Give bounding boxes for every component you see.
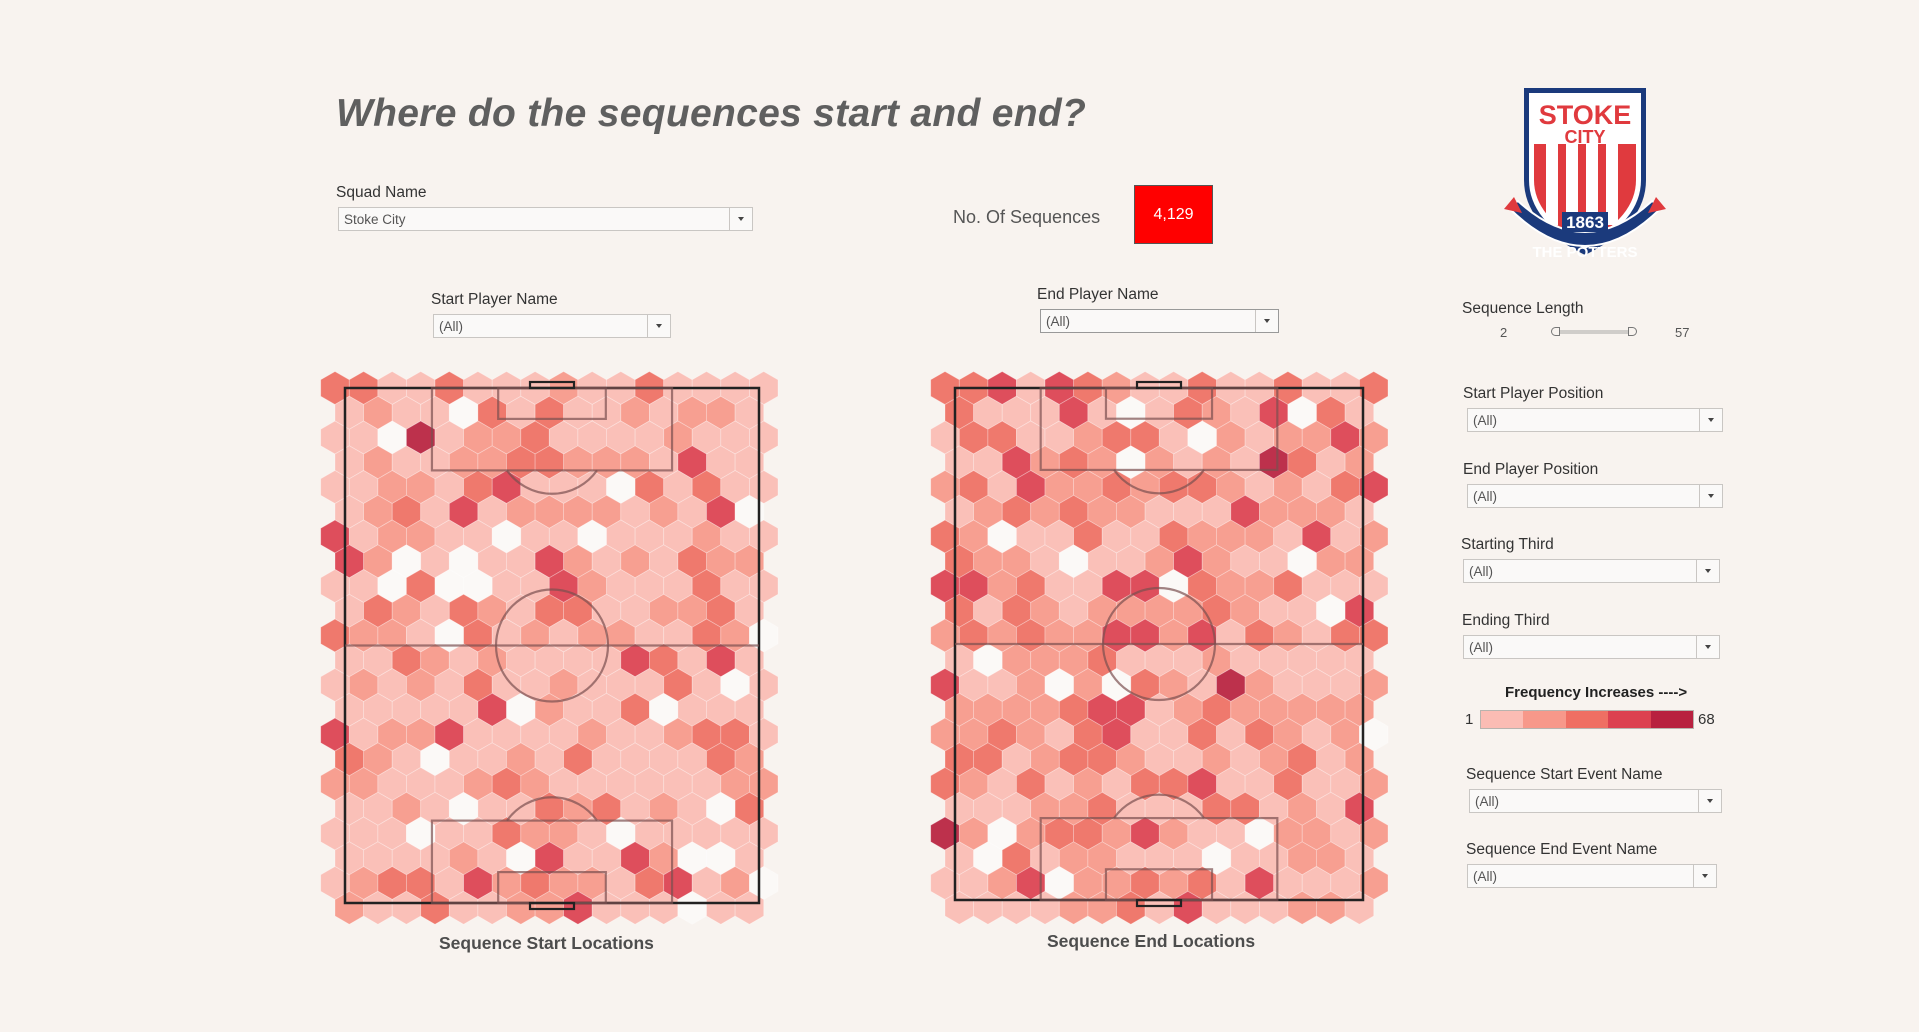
sequence-start-event-name-label: Sequence Start Event Name	[1466, 766, 1663, 783]
sequence-length-label: Sequence Length	[1462, 300, 1584, 317]
squad-name-dropdown[interactable]: Stoke City	[338, 207, 753, 231]
top-penalty-arc	[1113, 469, 1205, 495]
legend-title: Frequency Increases ---->	[1505, 684, 1688, 701]
hex-bin[interactable]	[1359, 371, 1389, 405]
legend-step-5	[1650, 711, 1694, 728]
hex-bins	[930, 371, 1389, 925]
end-player-position-label: End Player Position	[1463, 461, 1599, 478]
starting-third-value: (All)	[1469, 564, 1493, 579]
slider-max-handle[interactable]	[1628, 327, 1637, 336]
pitch-lines	[343, 380, 761, 911]
legend-step-4	[1608, 711, 1651, 728]
club-badge: STOKE CITY 1863 THE POTTERS	[1500, 85, 1670, 270]
start-player-name-label: Start Player Name	[431, 291, 558, 308]
chevron-down-icon[interactable]	[1699, 409, 1722, 431]
end-player-name-label: End Player Name	[1037, 286, 1159, 303]
svg-text:1863: 1863	[1566, 213, 1604, 232]
pitch-lines	[953, 380, 1365, 908]
start-player-position-dropdown[interactable]: (All)	[1467, 408, 1723, 432]
legend-step-3	[1565, 711, 1609, 728]
bottom-goal	[528, 901, 576, 911]
slider-min-handle[interactable]	[1551, 327, 1560, 336]
sequences-count-value: 4,129	[1134, 185, 1213, 244]
ending-third-label: Ending Third	[1462, 612, 1550, 629]
bottom-goal	[1135, 898, 1183, 908]
chevron-down-icon[interactable]	[1699, 485, 1722, 507]
hex-bin[interactable]	[734, 890, 765, 925]
sequence-end-event-name-value: (All)	[1473, 869, 1497, 884]
chevron-down-icon[interactable]	[1696, 636, 1719, 658]
end-player-name-value: (All)	[1046, 314, 1070, 329]
bottom-penalty-arc	[506, 796, 598, 822]
top-goal	[1135, 380, 1183, 390]
legend-step-1	[1481, 711, 1524, 728]
sequence-length-min: 2	[1500, 325, 1508, 340]
starting-third-dropdown[interactable]: (All)	[1463, 559, 1720, 583]
club-crest-icon: STOKE CITY 1863 THE POTTERS	[1504, 88, 1666, 261]
chevron-down-icon[interactable]	[729, 208, 752, 230]
hex-bins	[320, 371, 779, 925]
sequence-start-event-name-value: (All)	[1475, 794, 1499, 809]
sequence-start-event-name-dropdown[interactable]: (All)	[1469, 789, 1722, 813]
color-legend	[1480, 710, 1694, 729]
starting-third-label: Starting Third	[1461, 536, 1554, 553]
svg-text:THE POTTERS: THE POTTERS	[1532, 244, 1637, 261]
sequence-length-slider[interactable]	[1555, 330, 1633, 334]
chevron-down-icon[interactable]	[647, 315, 670, 337]
chevron-down-icon[interactable]	[1693, 865, 1716, 887]
end-player-position-dropdown[interactable]: (All)	[1467, 484, 1723, 508]
centre-circle	[1101, 586, 1217, 702]
squad-name-label: Squad Name	[336, 184, 427, 201]
ending-third-value: (All)	[1469, 640, 1493, 655]
bottom-penalty-arc	[1113, 793, 1205, 819]
legend-step-2	[1523, 711, 1566, 728]
legend-max: 68	[1698, 711, 1715, 728]
centre-circle	[494, 588, 610, 703]
chevron-down-icon[interactable]	[1696, 560, 1719, 582]
end-player-position-value: (All)	[1473, 489, 1497, 504]
end-player-name-dropdown[interactable]: (All)	[1040, 309, 1279, 333]
sequence-end-heatmap[interactable]	[930, 371, 1389, 925]
sequence-end-event-name-label: Sequence End Event Name	[1466, 841, 1658, 858]
svg-text:STOKE: STOKE	[1539, 100, 1632, 130]
start-player-name-value: (All)	[439, 319, 463, 334]
start-player-position-value: (All)	[1473, 413, 1497, 428]
page-title: Where do the sequences start and end?	[336, 92, 1087, 135]
legend-min: 1	[1465, 711, 1474, 728]
sequence-start-caption: Sequence Start Locations	[439, 933, 654, 953]
ending-third-dropdown[interactable]: (All)	[1463, 635, 1720, 659]
start-player-name-dropdown[interactable]: (All)	[433, 314, 671, 338]
sequence-start-heatmap[interactable]	[320, 371, 779, 925]
top-goal	[528, 380, 576, 390]
sequences-count-label: No. Of Sequences	[953, 207, 1101, 227]
start-player-position-label: Start Player Position	[1463, 385, 1604, 402]
chevron-down-icon[interactable]	[1255, 310, 1278, 332]
chevron-down-icon[interactable]	[1698, 790, 1721, 812]
sequence-length-max: 57	[1675, 325, 1690, 340]
top-penalty-arc	[506, 469, 598, 495]
squad-name-value: Stoke City	[344, 212, 406, 227]
hex-bin[interactable]	[749, 371, 779, 405]
sequence-end-caption: Sequence End Locations	[1047, 931, 1256, 951]
svg-text:CITY: CITY	[1564, 127, 1605, 147]
sequence-end-event-name-dropdown[interactable]: (All)	[1467, 864, 1717, 888]
